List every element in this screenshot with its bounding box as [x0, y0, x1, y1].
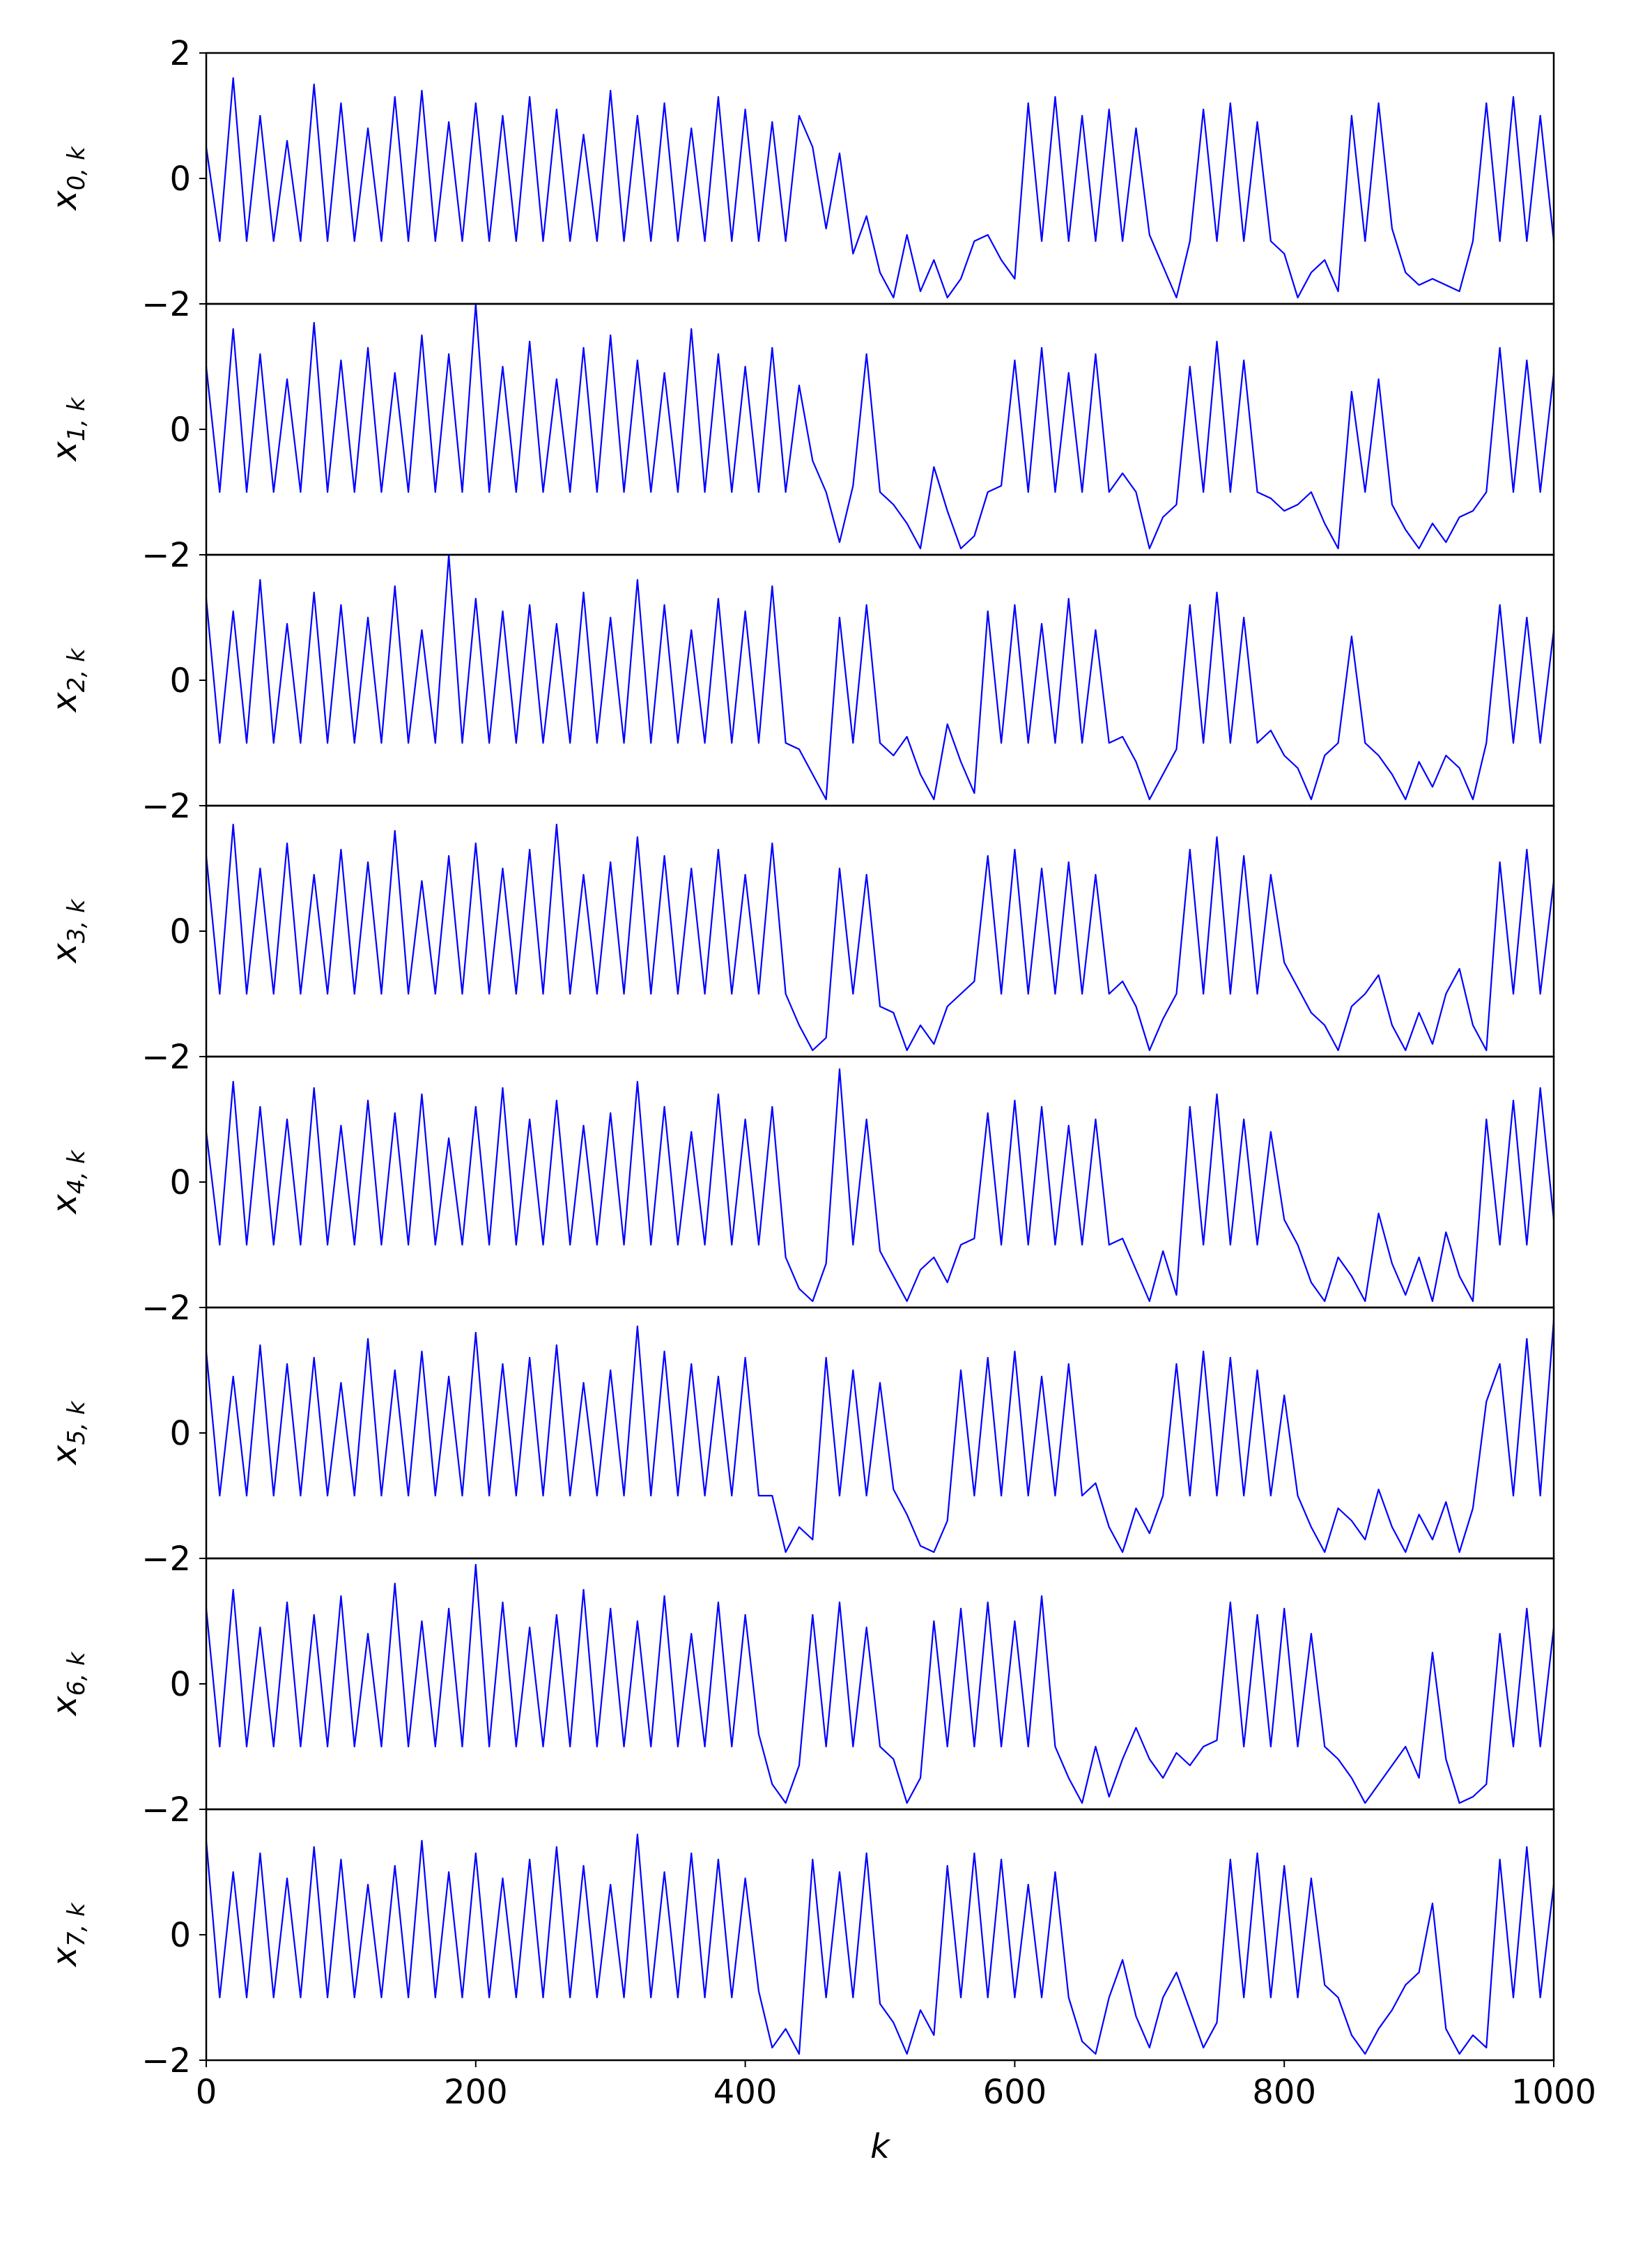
- panel: [206, 1563, 1554, 1804]
- y-label-base: x: [45, 943, 84, 965]
- y-label-subscript: 0, k: [63, 146, 91, 190]
- panel: [206, 823, 1554, 1052]
- y-label-subscript: 6, k: [63, 1651, 91, 1696]
- y-tick-label: −2: [141, 1289, 191, 1328]
- y-tick-label: −2: [141, 1038, 191, 1077]
- y-axis-label: x4, k: [45, 1149, 91, 1215]
- y-tick-label: 0: [169, 1665, 191, 1704]
- y-tick-label: 2: [169, 34, 191, 73]
- y-tick-label: 0: [169, 661, 191, 700]
- y-label-subscript: 4, k: [63, 1149, 91, 1194]
- panel: [206, 1068, 1554, 1303]
- panel: [206, 304, 1554, 550]
- y-label-base: x: [45, 1194, 84, 1215]
- y-tick-label: 0: [169, 411, 191, 450]
- y-tick-label: 0: [169, 1163, 191, 1202]
- y-label-subscript: 3, k: [63, 898, 91, 943]
- data-line: [206, 304, 1554, 550]
- data-line: [206, 823, 1554, 1052]
- data-line: [206, 1833, 1554, 2055]
- panel: [206, 1319, 1554, 1554]
- x-tick-label: 800: [1252, 2073, 1316, 2112]
- data-line: [206, 1563, 1554, 1804]
- y-tick-label: −2: [141, 536, 191, 575]
- data-line: [206, 1319, 1554, 1554]
- data-line: [206, 555, 1554, 801]
- y-tick-label: −2: [141, 1790, 191, 1830]
- y-label-subscript: 5, k: [63, 1400, 91, 1445]
- y-tick-label: −2: [141, 285, 191, 324]
- x-tick-label: 400: [713, 2073, 778, 2112]
- panel-frame: [205, 1808, 1555, 2062]
- y-axis-label: x0, k: [45, 146, 91, 212]
- y-tick-label: 0: [169, 912, 191, 951]
- y-label-base: x: [45, 1696, 84, 1717]
- x-tick-label: 600: [983, 2073, 1047, 2112]
- data-line: [206, 1068, 1554, 1303]
- x-tick-label: 200: [444, 2073, 508, 2112]
- x-axis-label: k: [870, 2127, 891, 2166]
- y-label-subscript: 2, k: [63, 647, 91, 692]
- y-axis-label: x6, k: [45, 1651, 91, 1717]
- panel: [206, 1833, 1554, 2055]
- y-tick-label: −2: [141, 787, 191, 826]
- y-axis-label: x2, k: [45, 647, 91, 714]
- y-label-base: x: [45, 692, 84, 714]
- x-tick-label: 0: [196, 2073, 217, 2112]
- panel: [206, 555, 1554, 801]
- y-axis-label: x1, k: [45, 397, 91, 463]
- y-axis-label: x5, k: [45, 1400, 91, 1466]
- y-label-subscript: 1, k: [63, 397, 91, 441]
- y-label-base: x: [45, 441, 84, 463]
- x-tick-label: 1000: [1511, 2073, 1596, 2112]
- y-axis-label: x3, k: [45, 898, 91, 965]
- y-tick-label: 0: [169, 160, 191, 199]
- panel: [206, 77, 1554, 299]
- y-tick-label: −2: [141, 2041, 191, 2080]
- y-label-subscript: 7, k: [63, 1902, 91, 1947]
- data-line: [206, 77, 1554, 299]
- y-label-base: x: [45, 190, 84, 212]
- y-label-base: x: [45, 1445, 84, 1466]
- y-tick-label: −2: [141, 1540, 191, 1579]
- y-tick-label: 0: [169, 1414, 191, 1453]
- y-axis-label: x7, k: [45, 1902, 91, 1968]
- y-tick-label: 0: [169, 1916, 191, 1955]
- y-label-base: x: [45, 1947, 84, 1968]
